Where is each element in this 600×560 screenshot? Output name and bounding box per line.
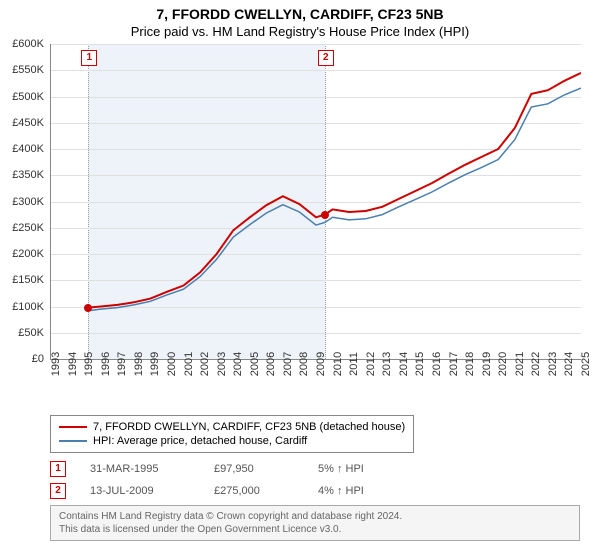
- x-tick-label: 2013: [381, 352, 393, 376]
- datapoint-1-price: £97,950: [214, 463, 294, 475]
- x-tick-label: 2023: [547, 352, 559, 376]
- x-tick-label: 2004: [232, 352, 244, 376]
- x-tick-label: 1996: [100, 352, 112, 376]
- attribution-line-1: Contains HM Land Registry data © Crown c…: [59, 510, 571, 523]
- marker-2-box: 2: [318, 50, 334, 66]
- chart-area: 1 2 £0£50K£100K£150K£200K£250K£300K£350K…: [50, 44, 580, 359]
- x-tick-label: 2003: [216, 352, 228, 376]
- x-tick-label: 2005: [249, 352, 261, 376]
- y-tick-label: £400K: [12, 143, 44, 155]
- legend-label-1: 7, FFORDD CWELLYN, CARDIFF, CF23 5NB (de…: [93, 421, 405, 433]
- x-tick-label: 2007: [282, 352, 294, 376]
- x-tick-label: 1994: [67, 352, 79, 376]
- y-tick-label: £300K: [12, 196, 44, 208]
- y-tick-label: £50K: [18, 327, 44, 339]
- legend-swatch-2: [59, 440, 87, 442]
- y-tick-label: £200K: [12, 248, 44, 260]
- x-tick-label: 1997: [116, 352, 128, 376]
- datapoint-2-price: £275,000: [214, 485, 294, 497]
- marker-2-dot: [321, 211, 329, 219]
- legend-item-2: HPI: Average price, detached house, Card…: [59, 434, 405, 448]
- x-tick-label: 2001: [183, 352, 195, 376]
- datapoint-2-pct: 4% ↑ HPI: [318, 485, 398, 497]
- datapoint-row-2: 2 13-JUL-2009 £275,000 4% ↑ HPI: [50, 480, 398, 502]
- x-tick-label: 2018: [464, 352, 476, 376]
- chart-subtitle: Price paid vs. HM Land Registry's House …: [0, 22, 600, 39]
- legend-label-2: HPI: Average price, detached house, Card…: [93, 435, 307, 447]
- x-tick-label: 2000: [166, 352, 178, 376]
- y-tick-label: £100K: [12, 301, 44, 313]
- plot-region: 1 2: [50, 44, 581, 360]
- y-tick-label: £250K: [12, 222, 44, 234]
- marker-1-box: 1: [81, 50, 97, 66]
- x-tick-label: 2017: [448, 352, 460, 376]
- datapoint-1-marker: 1: [50, 461, 66, 477]
- y-tick-label: £500K: [12, 91, 44, 103]
- x-tick-label: 2006: [265, 352, 277, 376]
- attribution-line-2: This data is licensed under the Open Gov…: [59, 523, 571, 536]
- series-lines: [51, 44, 581, 359]
- x-tick-label: 2021: [514, 352, 526, 376]
- y-tick-label: £450K: [12, 117, 44, 129]
- x-tick-label: 2009: [315, 352, 327, 376]
- legend-swatch-1: [59, 426, 87, 428]
- attribution-box: Contains HM Land Registry data © Crown c…: [50, 505, 580, 541]
- y-tick-label: £0: [32, 353, 44, 365]
- legend-item-1: 7, FFORDD CWELLYN, CARDIFF, CF23 5NB (de…: [59, 420, 405, 434]
- x-tick-label: 2025: [580, 352, 592, 376]
- x-tick-label: 1995: [83, 352, 95, 376]
- x-tick-label: 2022: [530, 352, 542, 376]
- x-tick-label: 1993: [50, 352, 62, 376]
- chart-container: 7, FFORDD CWELLYN, CARDIFF, CF23 5NB Pri…: [0, 0, 600, 560]
- marker-1-dot: [84, 304, 92, 312]
- legend: 7, FFORDD CWELLYN, CARDIFF, CF23 5NB (de…: [50, 415, 414, 453]
- x-tick-label: 2010: [332, 352, 344, 376]
- y-tick-label: £150K: [12, 274, 44, 286]
- x-tick-label: 2019: [481, 352, 493, 376]
- datapoints-table: 1 31-MAR-1995 £97,950 5% ↑ HPI 2 13-JUL-…: [50, 458, 398, 502]
- datapoint-1-pct: 5% ↑ HPI: [318, 463, 398, 475]
- x-tick-label: 2002: [199, 352, 211, 376]
- x-tick-label: 2014: [398, 352, 410, 376]
- datapoint-row-1: 1 31-MAR-1995 £97,950 5% ↑ HPI: [50, 458, 398, 480]
- x-tick-label: 1998: [133, 352, 145, 376]
- x-tick-label: 2011: [348, 352, 360, 376]
- x-tick-label: 2020: [497, 352, 509, 376]
- datapoint-1-date: 31-MAR-1995: [90, 463, 190, 475]
- x-tick-label: 2008: [298, 352, 310, 376]
- y-tick-label: £600K: [12, 38, 44, 50]
- datapoint-2-date: 13-JUL-2009: [90, 485, 190, 497]
- x-tick-label: 2015: [414, 352, 426, 376]
- x-tick-label: 2016: [431, 352, 443, 376]
- chart-title: 7, FFORDD CWELLYN, CARDIFF, CF23 5NB: [0, 0, 600, 22]
- x-tick-label: 2024: [563, 352, 575, 376]
- y-tick-label: £550K: [12, 64, 44, 76]
- x-tick-label: 2012: [365, 352, 377, 376]
- datapoint-2-marker: 2: [50, 483, 66, 499]
- x-tick-label: 1999: [149, 352, 161, 376]
- y-tick-label: £350K: [12, 169, 44, 181]
